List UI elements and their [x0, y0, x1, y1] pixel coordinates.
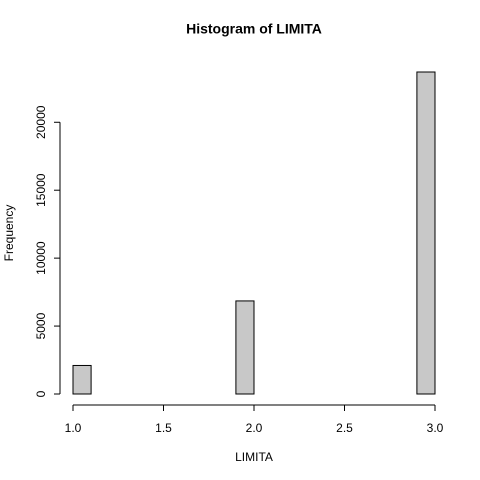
x-tick-label: 1.5 — [155, 421, 172, 435]
bar — [72, 364, 92, 395]
y-tick-label: 5000 — [34, 312, 48, 339]
bar — [235, 300, 255, 395]
y-tick-label: 15000 — [34, 173, 48, 207]
y-tick-label: 10000 — [34, 241, 48, 275]
chart-title: Histogram of LIMITA — [186, 21, 322, 37]
y-tick-label: 20000 — [34, 105, 48, 139]
y-tick-label: 0 — [34, 390, 48, 397]
x-axis-label: LIMITA — [235, 450, 273, 464]
x-tick-label: 2.5 — [336, 421, 353, 435]
x-tick-label: 3.0 — [427, 421, 444, 435]
x-tick-label: 1.0 — [65, 421, 82, 435]
bar — [416, 71, 436, 395]
x-tick-label: 2.0 — [246, 421, 263, 435]
y-axis-label: Frequency — [2, 205, 16, 262]
